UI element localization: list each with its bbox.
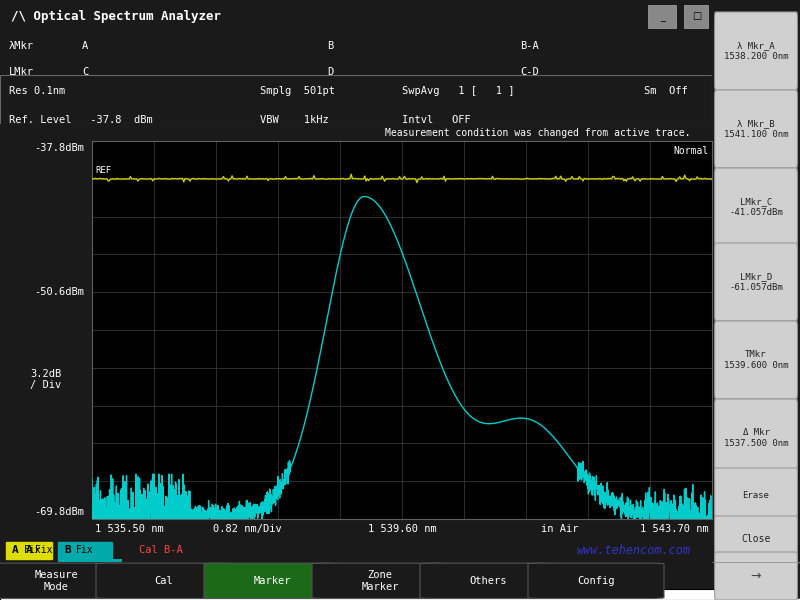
Bar: [6, 542, 52, 559]
FancyBboxPatch shape: [714, 516, 798, 561]
Text: →: →: [750, 569, 762, 583]
Text: Cal B-A: Cal B-A: [139, 545, 182, 555]
Text: REF: REF: [95, 166, 111, 175]
Text: Zone
Marker: Zone Marker: [362, 570, 398, 592]
Bar: [58, 559, 122, 562]
Text: C-D: C-D: [520, 67, 538, 77]
Text: Measurement condition was changed from active trace.: Measurement condition was changed from a…: [385, 128, 690, 137]
Bar: [683, 5, 709, 28]
Text: Cal: Cal: [154, 576, 174, 586]
FancyBboxPatch shape: [0, 563, 124, 598]
Text: 1 535.50 nm: 1 535.50 nm: [95, 524, 164, 534]
Bar: [58, 542, 112, 559]
Text: Erase: Erase: [742, 491, 770, 499]
Text: λ Mkr_B
1541.100 0nm: λ Mkr_B 1541.100 0nm: [724, 119, 788, 139]
Text: -69.8dBm: -69.8dBm: [34, 506, 85, 517]
Text: Others: Others: [470, 576, 506, 586]
FancyBboxPatch shape: [714, 168, 798, 246]
FancyBboxPatch shape: [714, 468, 798, 522]
Text: D: D: [327, 67, 334, 77]
Text: Measure
Mode: Measure Mode: [34, 570, 78, 592]
FancyBboxPatch shape: [714, 399, 798, 477]
Text: Close: Close: [742, 534, 770, 544]
Text: Res 0.1nm: Res 0.1nm: [9, 86, 65, 96]
Text: B-A: B-A: [520, 41, 538, 50]
Text: Δ Mkr
1537.500 0nm: Δ Mkr 1537.500 0nm: [724, 428, 788, 448]
Text: Fix: Fix: [23, 545, 41, 555]
Text: 3.2dB
/ Div: 3.2dB / Div: [30, 369, 62, 391]
Text: Config: Config: [578, 576, 614, 586]
FancyBboxPatch shape: [714, 243, 798, 321]
Text: VBW    1kHz: VBW 1kHz: [260, 115, 329, 125]
FancyBboxPatch shape: [714, 12, 798, 90]
Text: Smplg  501pt: Smplg 501pt: [260, 86, 335, 96]
Text: Marker: Marker: [254, 576, 290, 586]
Text: Ref. Level   -37.8  dBm: Ref. Level -37.8 dBm: [9, 115, 152, 125]
Text: 0.82 nm/Div: 0.82 nm/Div: [213, 524, 282, 534]
Text: B: B: [327, 41, 334, 50]
FancyBboxPatch shape: [714, 321, 798, 399]
Text: Sm  Off: Sm Off: [644, 86, 688, 96]
Text: LMkr: LMkr: [9, 67, 34, 77]
Text: /\ Optical Spectrum Analyzer: /\ Optical Spectrum Analyzer: [10, 10, 221, 23]
Text: A: A: [82, 41, 88, 50]
Text: Normal: Normal: [674, 146, 709, 156]
Bar: [648, 5, 677, 28]
Text: _: _: [660, 11, 665, 22]
Text: -37.8dBm: -37.8dBm: [34, 143, 85, 153]
FancyBboxPatch shape: [528, 563, 664, 598]
Text: Fix: Fix: [76, 545, 94, 555]
FancyBboxPatch shape: [96, 563, 232, 598]
Text: -50.6dBm: -50.6dBm: [34, 287, 85, 297]
Text: LMkr_C
-41.057dBm: LMkr_C -41.057dBm: [729, 197, 783, 217]
Text: B: B: [64, 545, 71, 555]
Text: Fix: Fix: [29, 545, 53, 555]
Text: in Air: in Air: [542, 524, 579, 534]
Text: Intvl   OFF: Intvl OFF: [402, 115, 471, 125]
FancyBboxPatch shape: [714, 90, 798, 168]
Text: A: A: [11, 545, 18, 555]
FancyBboxPatch shape: [204, 563, 340, 598]
FancyBboxPatch shape: [714, 552, 798, 600]
FancyBboxPatch shape: [728, 563, 800, 598]
Text: λ Mkr_A
1538.200 0nm: λ Mkr_A 1538.200 0nm: [724, 41, 788, 61]
Text: C: C: [82, 67, 88, 77]
Text: LMkr_D
-61.057dBm: LMkr_D -61.057dBm: [729, 272, 783, 292]
Text: SwpAvg   1 [   1 ]: SwpAvg 1 [ 1 ]: [402, 86, 514, 96]
Text: 1 543.70 nm: 1 543.70 nm: [640, 524, 709, 534]
Text: www.tehencom.com: www.tehencom.com: [577, 544, 690, 557]
FancyBboxPatch shape: [312, 563, 448, 598]
Text: TMkr
1539.600 0nm: TMkr 1539.600 0nm: [724, 350, 788, 370]
Text: 1 539.60 nm: 1 539.60 nm: [368, 524, 436, 534]
Text: □: □: [692, 11, 701, 22]
FancyBboxPatch shape: [420, 563, 556, 598]
Text: →: →: [764, 574, 777, 588]
Text: λMkr: λMkr: [9, 41, 34, 50]
Text: A: A: [26, 545, 33, 555]
